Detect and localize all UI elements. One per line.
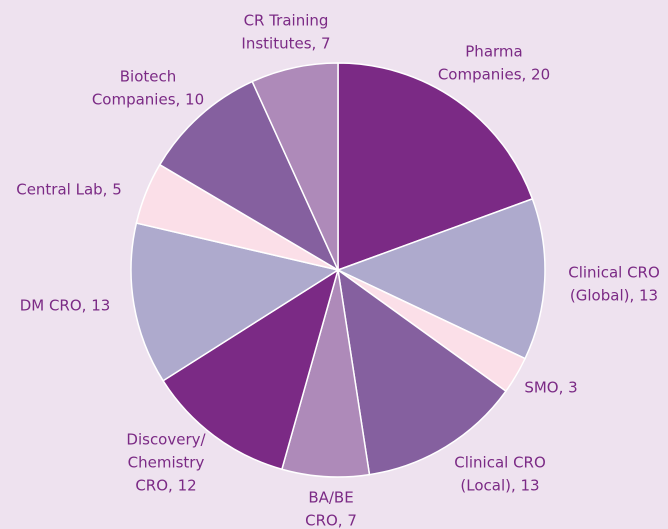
- slice-label: CR Training: [244, 12, 329, 30]
- pie-slice: [158, 80, 340, 272]
- pie-slice: [337, 62, 534, 272]
- pie-slice: [336, 268, 507, 476]
- slice-label: Biotech: [120, 68, 177, 86]
- slice-label: Chemistry: [128, 454, 205, 472]
- slice-label: Clinical CRO: [454, 454, 546, 472]
- pie-slice: [162, 268, 340, 471]
- slice-label: Central Lab, 5: [16, 181, 122, 199]
- slice-label: CRO, 7: [305, 512, 357, 529]
- slice-label: CRO, 12: [135, 477, 196, 495]
- pie-slice: [336, 197, 546, 360]
- slice-label: (Local), 13: [460, 477, 539, 495]
- pie-slice: [251, 62, 339, 271]
- slice-label: Companies, 10: [92, 91, 204, 109]
- slice-label: DM CRO, 13: [20, 297, 111, 315]
- slice-label: BA/BE: [308, 489, 353, 507]
- slice-label: Pharma: [465, 43, 522, 61]
- slice-label: Companies, 20: [438, 66, 550, 84]
- slice-label: (Global), 13: [570, 287, 658, 305]
- pie-slice: [130, 222, 340, 382]
- slice-label: SMO, 3: [524, 379, 577, 397]
- slice-label: Discovery/: [126, 431, 206, 449]
- slice-label: Institutes, 7: [241, 35, 330, 53]
- slice-label: Clinical CRO: [568, 264, 660, 282]
